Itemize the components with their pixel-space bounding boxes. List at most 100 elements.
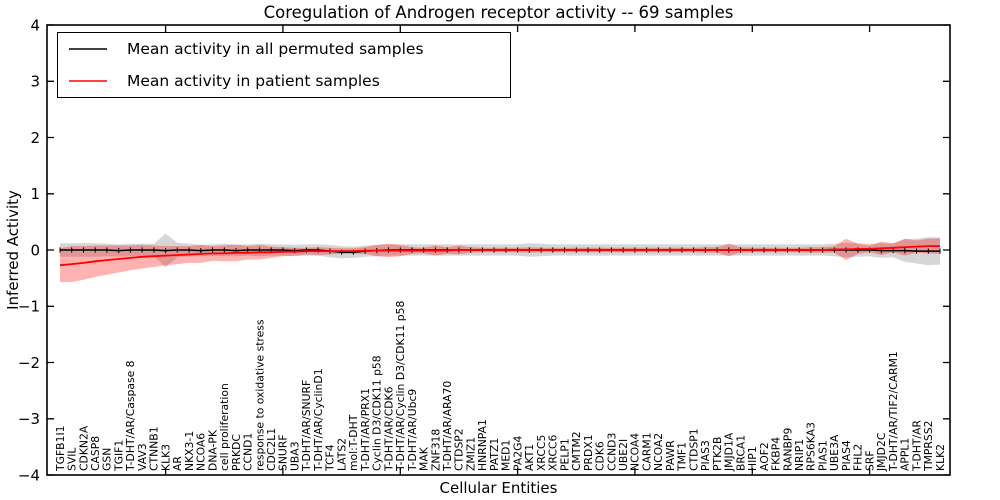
- x-tick-label: TMF1: [676, 442, 689, 472]
- x-tick-label: TGFB1I1: [54, 425, 67, 472]
- y-tick-label: −4: [18, 466, 40, 484]
- x-tick-label: PTK2B: [711, 437, 724, 471]
- x-tick-label: CTDSP2: [453, 428, 466, 471]
- x-tick-label: UBA3: [288, 441, 301, 471]
- patient-mean-line: [59, 245, 940, 267]
- y-tick-label: −2: [18, 354, 40, 372]
- y-tick-label: 2: [30, 129, 40, 147]
- x-tick-label: HNRNPA1: [476, 419, 489, 471]
- x-tick-label: FHL2: [852, 444, 865, 471]
- x-tick-label: NCOA4: [629, 433, 642, 471]
- x-tick-label: NKX3-1: [183, 431, 196, 471]
- x-tick-label: PAWR: [664, 440, 677, 471]
- y-tick-label: −1: [18, 298, 40, 316]
- x-tick-label: FKBP4: [769, 437, 782, 471]
- x-axis-label: Cellular Entities: [439, 479, 558, 497]
- y-tick-label: 1: [30, 185, 40, 203]
- x-tick-label: NRIP1: [793, 439, 806, 471]
- y-tick-label: 3: [30, 73, 40, 91]
- y-tick-label: −3: [18, 410, 40, 428]
- legend-label-permuted: Mean activity in all permuted samples: [127, 40, 424, 59]
- x-tick-label: CDC2L1: [265, 428, 278, 471]
- x-tick-label: NCOA6: [195, 433, 208, 471]
- x-tick-label: PRKDC: [230, 434, 243, 471]
- x-tick-label: PIAS4: [840, 440, 853, 471]
- x-tick-label: CCND1: [241, 433, 254, 471]
- legend-entry-permuted: Mean activity in all permuted samples: [58, 34, 510, 64]
- x-tick-label: ZMIZ1: [464, 437, 477, 471]
- x-tick-label: TMPRSS2: [922, 421, 935, 473]
- x-tick-label: UBE3A: [828, 434, 841, 471]
- x-tick-label: RANBP9: [781, 428, 794, 471]
- x-tick-label: T-DHT/AR/SNURF: [300, 380, 313, 472]
- x-tick-label: CDK6: [593, 441, 606, 471]
- permuted-line-swatch: [69, 48, 107, 51]
- x-tick-label: TCF4: [324, 444, 337, 472]
- x-tick-label: CMTM2: [570, 431, 583, 471]
- x-tick-label: KLK2: [934, 444, 947, 471]
- x-tick-label: CARM1: [640, 432, 653, 471]
- x-tick-label: KLK3: [159, 444, 172, 471]
- x-tick-label: MED1: [500, 440, 513, 471]
- x-tick-label: PRDX1: [582, 434, 595, 471]
- legend-label-patient: Mean activity in patient samples: [127, 71, 380, 90]
- x-tick-label: CTNNB1: [148, 426, 161, 471]
- x-tick-label: Cyclin D3/CDK11 p58: [371, 355, 384, 471]
- x-tick-label: cell proliferation: [218, 383, 231, 471]
- y-axis-ticks: [47, 24, 950, 476]
- y-tick-label: 4: [30, 16, 40, 34]
- x-tick-label: SVIL: [65, 448, 78, 471]
- x-tick-label: CCND3: [605, 433, 618, 471]
- legend: Mean activity in all permuted samples Me…: [57, 32, 511, 98]
- x-tick-label: response to oxidative stress: [253, 319, 266, 471]
- x-tick-label: AKT1: [523, 444, 536, 471]
- x-tick-label: PIAS1: [816, 440, 829, 471]
- x-tick-label: AOF2: [758, 442, 771, 471]
- chart-title: Coregulation of Androgen receptor activi…: [263, 3, 734, 22]
- x-tick-label: AR: [171, 456, 184, 471]
- x-tick-label: mol:T-DHT: [347, 414, 360, 471]
- x-tick-label: T-DHT/AR: [910, 419, 923, 472]
- y-tick-label: 0: [30, 241, 40, 259]
- x-tick-label: LATS2: [335, 438, 348, 471]
- x-tick-label: UBE2I: [617, 439, 630, 471]
- x-tick-label: CDKN2A: [77, 425, 90, 471]
- x-tick-label: SRF: [863, 450, 876, 471]
- y-axis-label: Inferred Activity: [4, 190, 22, 310]
- legend-entry-patient: Mean activity in patient samples: [58, 66, 510, 96]
- x-tick-label: JMJD1A: [723, 432, 736, 472]
- x-tick-label: PATZ1: [488, 438, 501, 471]
- x-tick-label: XRCC6: [547, 435, 560, 471]
- x-tick-label: PA2G4: [511, 436, 524, 471]
- x-tick-label: ZNF318: [429, 429, 442, 471]
- x-tick-label: T-DHT/AR/Cyclin D3/CDK11 p58: [394, 301, 407, 472]
- x-tick-label: BRCA1: [734, 435, 747, 471]
- x-tick-label: TGIF1: [112, 440, 125, 472]
- x-tick-label: T-DHT/AR/Caspase 8: [124, 360, 137, 472]
- x-tick-label: NCOA2: [652, 433, 665, 471]
- x-tick-label: GSN: [101, 448, 114, 471]
- x-tick-label: XRCC5: [535, 435, 548, 471]
- x-tick-label: DNA-PK: [206, 429, 219, 471]
- x-tick-label: HIP1: [746, 446, 759, 471]
- x-tick-label: T-DHT/AR/TIF2/CARM1: [887, 351, 900, 472]
- x-tick-label: PELP1: [558, 438, 571, 471]
- x-tick-label: T-DHT/AR/CDK6: [382, 386, 395, 472]
- patient-line-swatch: [69, 79, 107, 82]
- x-tick-label: MAK: [417, 446, 430, 471]
- x-tick-label: T-DHT/AR/CyclinD1: [312, 368, 325, 472]
- x-tick-label: T-DHT/AR/PRX1: [359, 388, 372, 472]
- x-tick-label: VAV3: [136, 443, 149, 471]
- x-tick-label: CTDSP1: [687, 428, 700, 471]
- x-tick-label: SNURF: [277, 434, 290, 471]
- x-axis-ticks: [164, 25, 871, 475]
- x-tick-label: JMJD2C: [875, 433, 888, 472]
- x-tick-label: CASP8: [89, 436, 102, 471]
- x-tick-label: APPL1: [899, 438, 912, 471]
- x-tick-label: T-DHT/AR/Ubc9: [406, 389, 419, 472]
- x-tick-label: PIAS3: [699, 440, 712, 471]
- x-tick-label: RPS6KA3: [805, 422, 818, 471]
- x-tick-label: T-DHT/AR/ARA70: [441, 381, 454, 472]
